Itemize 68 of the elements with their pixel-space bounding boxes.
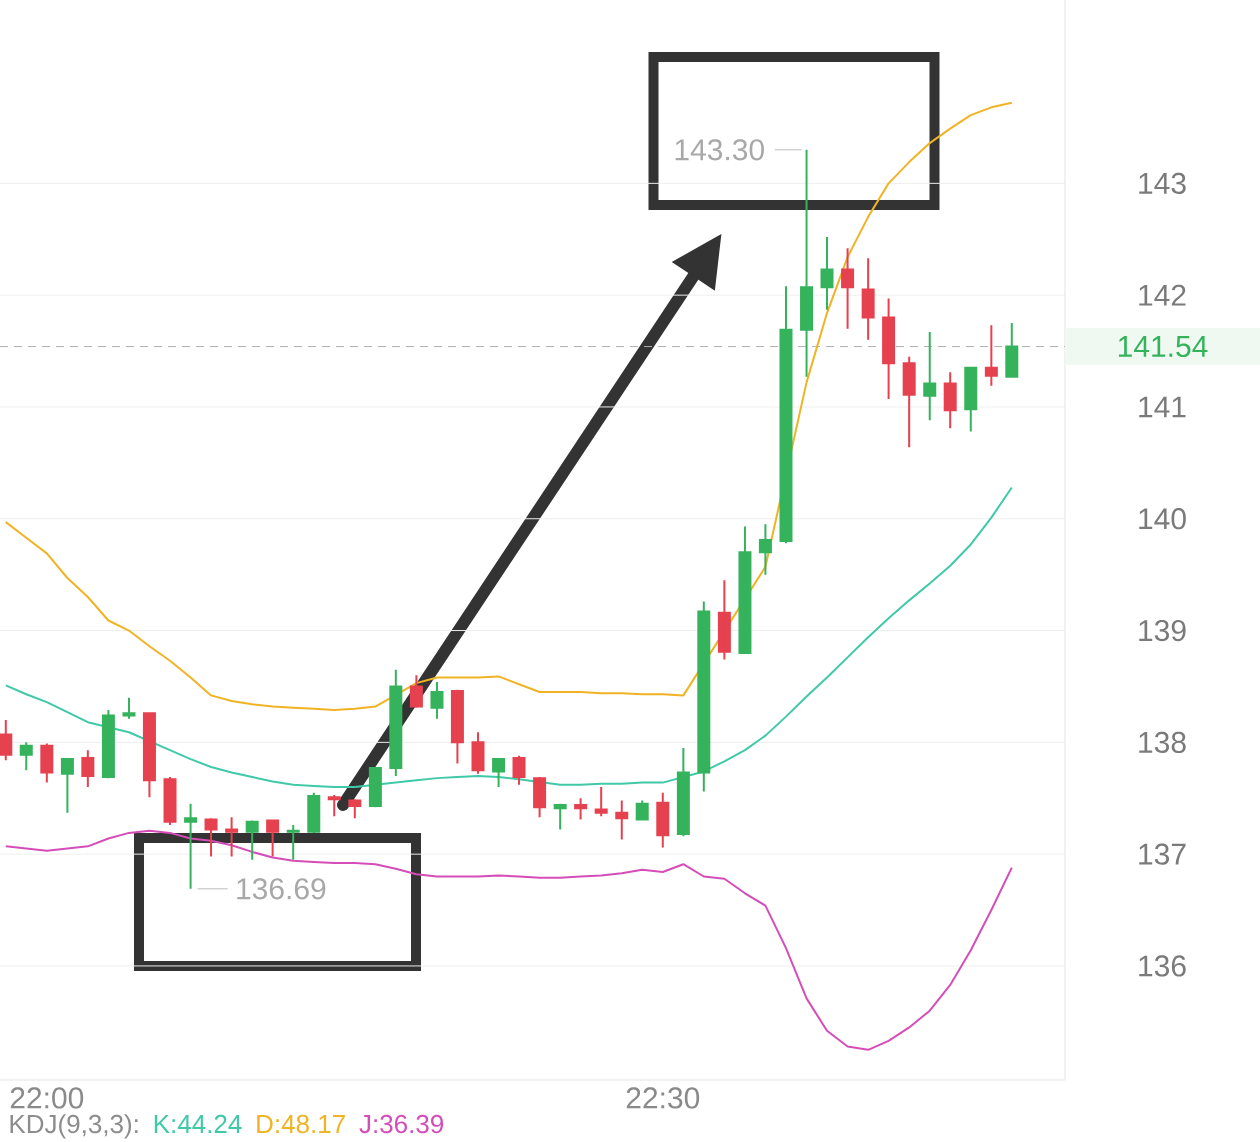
candlestick: [327, 793, 341, 818]
candlestick: [758, 523, 772, 576]
candlestick: [574, 797, 588, 821]
candlestick: [635, 799, 649, 821]
line-series: [4, 486, 1013, 789]
y-tick-label: 142: [1139, 284, 1186, 306]
candlestick: [81, 749, 95, 789]
candlestick: [450, 688, 464, 765]
candlestick: [163, 776, 177, 827]
candlestick: [656, 791, 670, 849]
candlestick: [902, 355, 916, 449]
candlestick: [553, 802, 567, 831]
y-tick-label: 143: [1139, 172, 1186, 194]
candlestick: [122, 696, 136, 720]
x-tick-label: 22:30: [626, 1087, 700, 1109]
text: J:36.39: [359, 1114, 444, 1134]
candlestick: [348, 798, 362, 820]
candlestick: [40, 742, 54, 784]
candlestick: [409, 674, 423, 709]
y-tick-label: 136: [1139, 955, 1186, 977]
candlestick: [184, 802, 198, 890]
candlestick: [307, 791, 321, 834]
candlestick: [717, 579, 731, 661]
candlestick: [923, 331, 937, 422]
candlestick: [984, 324, 998, 387]
y-tick-label: 139: [1139, 619, 1186, 642]
text: K:44.24: [154, 1114, 242, 1133]
candlestick: [471, 731, 485, 775]
candlestick: [615, 799, 629, 841]
candlestick: [820, 236, 834, 311]
candlestick: [533, 776, 547, 819]
text: KDJ(9,3,3):: [10, 1114, 138, 1139]
candlestick: [142, 711, 156, 799]
annotation: 136.69: [237, 878, 326, 900]
candlestick: [389, 668, 403, 777]
candlestick: [697, 600, 711, 793]
candlestick: [1005, 322, 1019, 378]
candlestick: [19, 741, 33, 772]
x-tick-label: 22:00: [10, 1087, 84, 1109]
annotation: 143.30: [675, 139, 764, 161]
candlestick: [204, 817, 218, 858]
candlestick: [676, 746, 690, 838]
candlestick: [492, 758, 506, 789]
candlestick: [861, 257, 875, 341]
candlestick: [430, 680, 444, 720]
y-tick-label: 141: [1139, 396, 1186, 418]
candlestick: [101, 708, 115, 780]
candlestick: [266, 818, 280, 858]
candlestick: [882, 297, 896, 401]
text: D:48.17: [257, 1114, 345, 1134]
y-tick-label: 137: [1139, 843, 1186, 865]
candlestick: [943, 371, 957, 430]
candlestick: [841, 247, 855, 330]
candlestick: [286, 824, 300, 861]
candlestick: [964, 365, 978, 433]
y-tick-label: 138: [1139, 731, 1186, 753]
candlestick: [512, 754, 526, 786]
candlestick: [738, 525, 752, 656]
candlestick: [594, 786, 608, 818]
candlestick: [225, 816, 239, 858]
candlestick: [800, 148, 814, 378]
candlestick: [245, 819, 259, 861]
candlestick: [0, 718, 13, 762]
candlestick: [368, 765, 382, 809]
ref-line-label: 141.54: [1118, 336, 1208, 358]
candlestick: [779, 285, 793, 545]
y-tick-label: 140: [1139, 508, 1186, 530]
candlestick: [60, 757, 74, 814]
